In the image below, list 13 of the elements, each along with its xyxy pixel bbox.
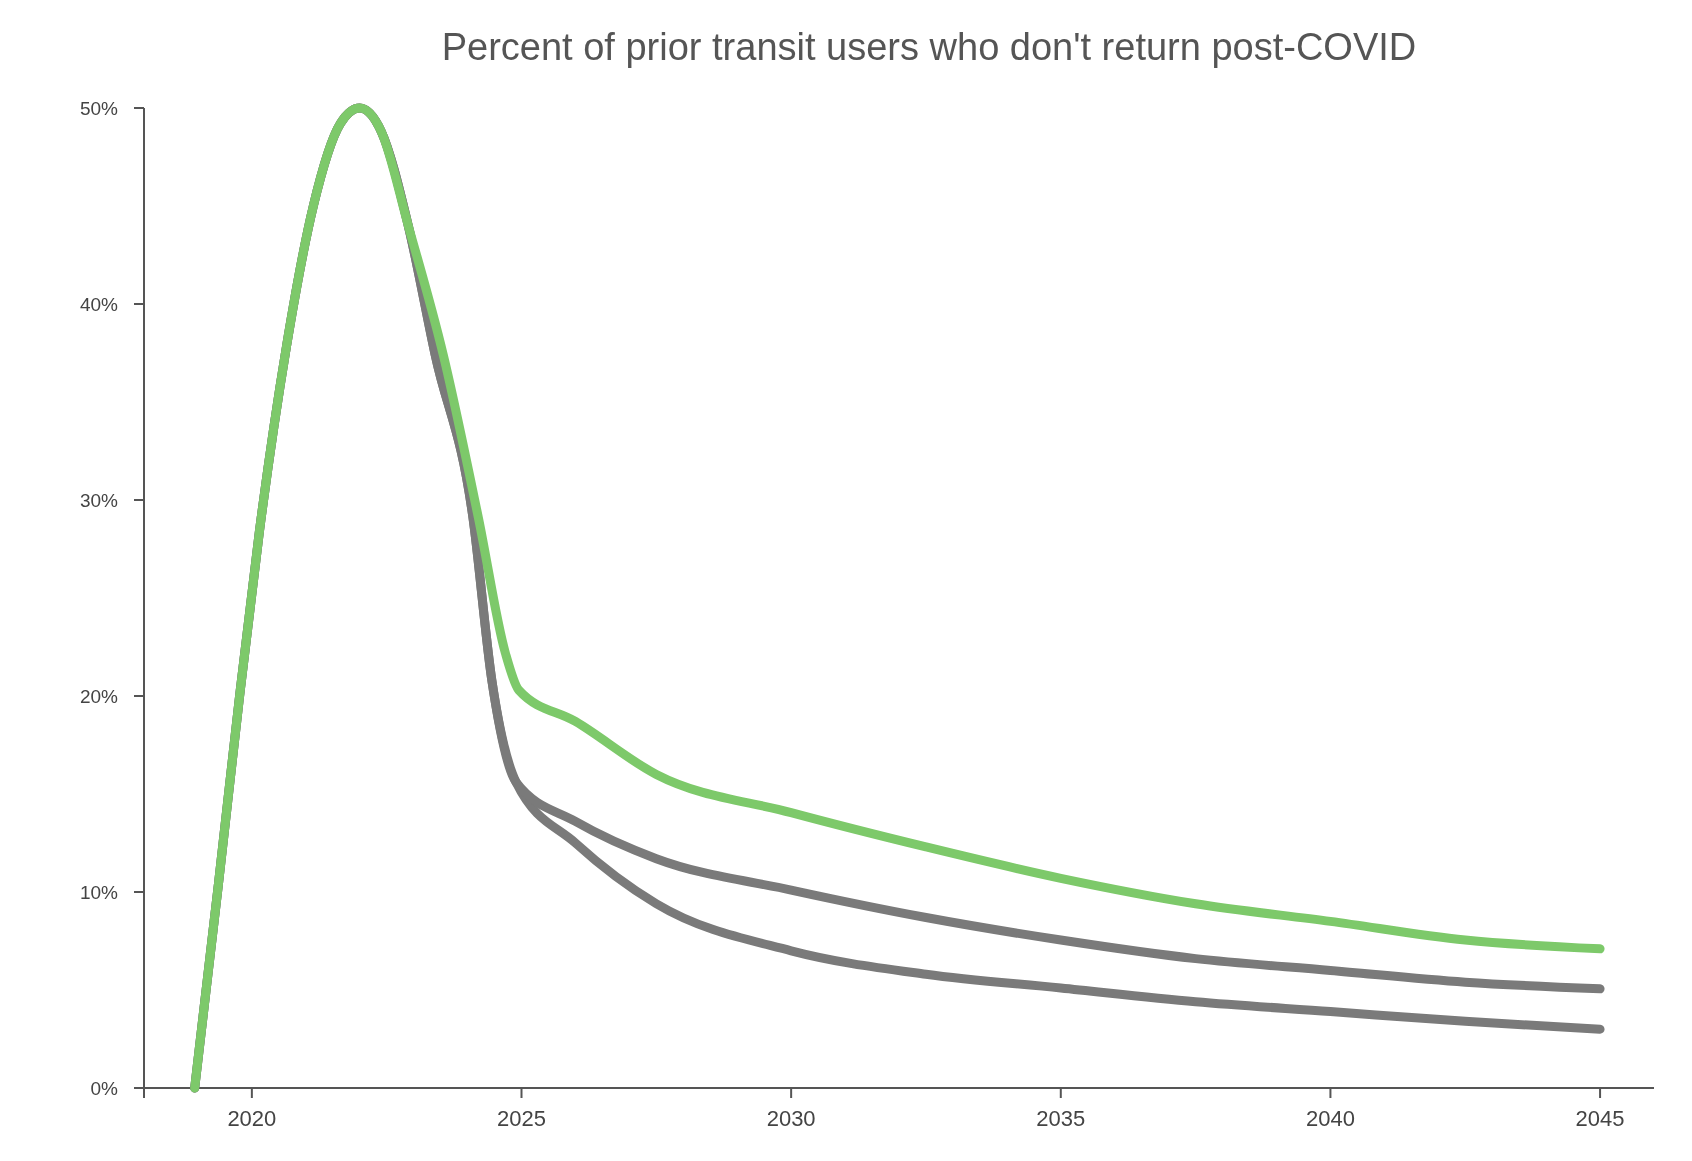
x-tick-label: 2040 [1305,1105,1355,1131]
x-tick-label: 2030 [766,1105,816,1131]
y-tick-label: 40% [79,293,119,315]
x-tick-label: 2045 [1575,1105,1625,1131]
y-tick-label: 50% [79,97,119,119]
x-tick-label: 2020 [227,1105,277,1131]
y-tick-label: 10% [79,881,119,903]
x-tick-label: 2025 [497,1105,546,1131]
y-tick-label: 30% [79,489,119,511]
chart-title: Percent of prior transit users who don't return post-COVID [441,26,1417,68]
y-tick-label: 0% [90,1077,119,1099]
x-tick-label: 2035 [1036,1105,1086,1131]
y-tick-label: 20% [79,685,119,707]
